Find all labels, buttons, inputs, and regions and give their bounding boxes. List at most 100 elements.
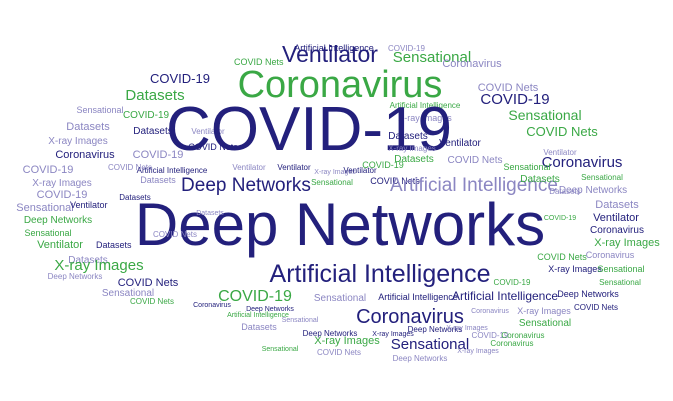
word: Sensational xyxy=(503,162,550,172)
word: Coronavirus xyxy=(471,308,509,315)
word: Coronavirus xyxy=(356,306,464,328)
word: Sensational xyxy=(102,288,154,299)
word: Ventilator xyxy=(70,200,108,210)
word: Sensational xyxy=(282,317,319,324)
word: X-ray Images xyxy=(54,257,143,274)
word: Coronavirus xyxy=(586,250,635,260)
word: Deep Networks xyxy=(557,289,619,299)
word: COVID Nets xyxy=(108,163,152,172)
word: COVID Nets xyxy=(574,303,618,312)
word: COVID-19 xyxy=(37,189,88,201)
word: Artificial Intelligence xyxy=(227,312,289,319)
word: Sensational xyxy=(581,173,623,182)
word: Coronavirus xyxy=(238,64,443,106)
word: Coronavirus xyxy=(501,331,544,340)
word: Deep Networks xyxy=(393,354,448,363)
word: COVID Nets xyxy=(130,297,174,306)
word: COVID Nets xyxy=(370,176,420,186)
word: Sensational xyxy=(393,49,471,66)
word: COVID Nets xyxy=(234,57,284,67)
word: Deep Networks xyxy=(408,325,463,334)
word: Datasets xyxy=(388,131,427,142)
word: Ventilator xyxy=(232,163,266,172)
word: Datasets xyxy=(133,126,172,137)
word: COVID-19 xyxy=(544,215,576,222)
word: Coronavirus xyxy=(490,339,533,348)
word: Artificial Intelligence xyxy=(270,260,491,288)
word: Sensational xyxy=(76,105,123,115)
word: COVID Nets xyxy=(153,230,197,239)
word: COVID Nets xyxy=(526,124,598,139)
word: Datasets xyxy=(68,255,107,266)
word: Coronavirus xyxy=(542,154,623,171)
word: Sensational xyxy=(24,228,71,238)
word: X-ray Images xyxy=(314,335,380,347)
word: COVID-19 xyxy=(388,44,425,53)
word: X-ray Images xyxy=(446,325,488,332)
word: Sensational xyxy=(519,318,571,329)
word: COVID-19 xyxy=(218,288,292,305)
word: Coronavirus xyxy=(55,149,115,161)
word: Datasets xyxy=(125,87,184,104)
word: COVID Nets xyxy=(478,82,539,94)
word: Datasets xyxy=(96,240,132,250)
word: Artificial Intelligence xyxy=(378,292,458,302)
word: X-ray Images xyxy=(457,348,499,355)
word: COVID Nets xyxy=(537,252,587,262)
word: Ventilator xyxy=(191,127,225,136)
word: X-ray Images xyxy=(372,331,414,338)
word: Coronavirus xyxy=(442,58,502,70)
word: COVID-19 xyxy=(472,331,509,340)
word: Ventilator xyxy=(343,166,377,175)
word: X-ray Images xyxy=(594,237,660,249)
word: COVID-19 xyxy=(123,110,170,121)
word: Deep Networks xyxy=(135,191,545,258)
word: Sensational xyxy=(311,178,353,187)
word: Artificial Intelligence xyxy=(390,175,558,196)
word: Ventilator xyxy=(543,148,577,157)
word: Datasets xyxy=(66,121,110,133)
word: Sensational xyxy=(597,264,644,274)
word: Sensational xyxy=(508,107,581,123)
word: X-ray Images xyxy=(388,144,436,153)
word: Coronavirus xyxy=(193,302,231,309)
word: COVID-19 xyxy=(480,91,549,108)
word: Artificial Intelligence xyxy=(452,289,558,303)
word: Ventilator xyxy=(277,163,311,172)
word: COVID-19 xyxy=(133,149,184,161)
word: COVID Nets xyxy=(188,142,238,152)
word: Datasets xyxy=(595,199,639,211)
word: COVID Nets xyxy=(447,155,502,166)
word: Artificial Intelligence xyxy=(294,43,374,53)
word: Datasets xyxy=(119,193,151,202)
word: X-ray Images xyxy=(517,306,571,316)
word: Datasets xyxy=(140,175,176,185)
word: Sensational xyxy=(262,346,299,353)
word: Artificial Intelligence xyxy=(390,101,461,110)
word: Datasets xyxy=(394,154,433,165)
word: Datasets xyxy=(196,210,224,217)
word: Deep Networks xyxy=(181,175,311,196)
word: COVID-19 xyxy=(362,160,404,170)
word: X-ray Images xyxy=(314,169,356,176)
word: Ventilator xyxy=(439,138,481,149)
word: Sensational xyxy=(314,293,366,304)
word: Ventilator xyxy=(282,41,378,67)
word: Sensational xyxy=(599,278,641,287)
word: X-ray Images xyxy=(548,264,602,274)
word: COVID-19 xyxy=(150,71,210,86)
word: Datasets xyxy=(241,322,277,332)
word: Sensational xyxy=(391,336,469,353)
word: Deep Networks xyxy=(303,329,358,338)
word: X-ray Images xyxy=(32,178,91,189)
word: Datasets xyxy=(520,174,559,185)
word: Ventilator xyxy=(37,239,83,251)
word: Deep Networks xyxy=(559,185,627,196)
word: Coronavirus xyxy=(590,225,644,236)
word: X-ray Images xyxy=(398,113,452,123)
word: Ventilator xyxy=(593,212,639,224)
word: Deep Networks xyxy=(48,272,103,281)
word: Sensational xyxy=(16,202,74,214)
word: COVID-19 xyxy=(166,95,452,164)
